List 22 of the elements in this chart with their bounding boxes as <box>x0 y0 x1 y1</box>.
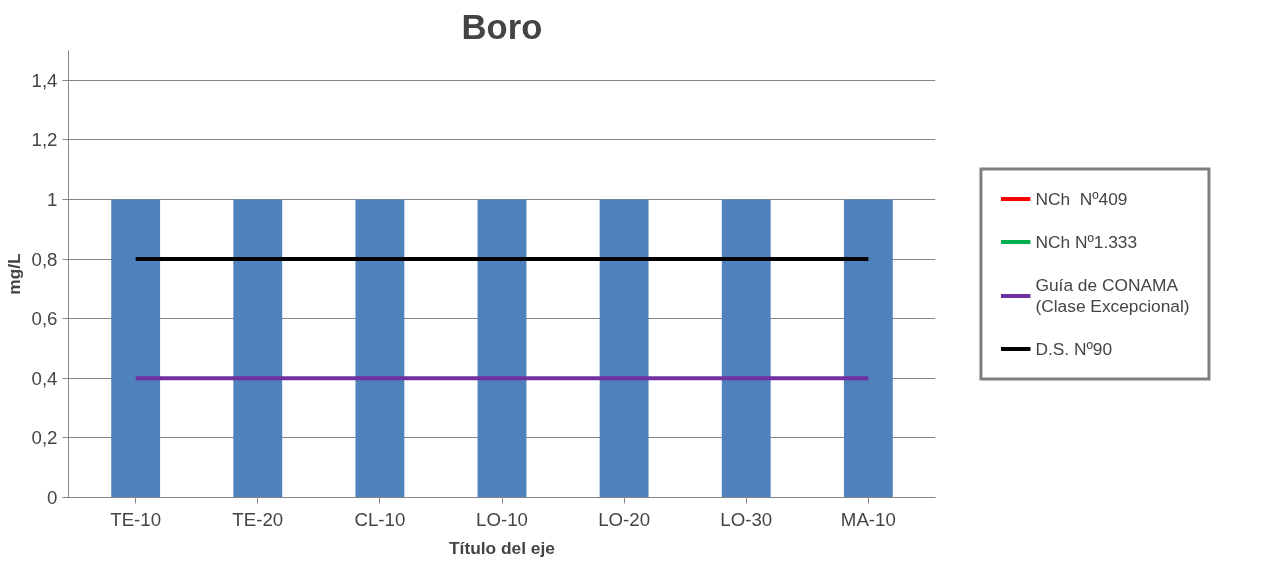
legend-label: D.S. Nº90 <box>1035 338 1113 359</box>
y-tick-label: 0 <box>47 487 58 508</box>
x-tick-label: MA-10 <box>840 508 896 530</box>
y-tick-label: 1,4 <box>31 69 58 91</box>
y-tick-label: 1 <box>47 189 58 210</box>
x-tick-label: TE-20 <box>232 508 284 530</box>
x-tick-label: CL-10 <box>354 508 406 530</box>
x-tick-label: TE-10 <box>110 508 162 530</box>
x-tick-label: LO-10 <box>476 508 528 530</box>
y-tick-label: 1,2 <box>31 129 58 151</box>
x-tick-label: LO-30 <box>720 508 773 530</box>
y-tick-label: 0,6 <box>31 308 58 330</box>
chart-title: Boro <box>461 7 543 46</box>
y-tick-label: 0,4 <box>31 367 58 389</box>
legend-label: NCh Nº409 <box>1035 188 1128 209</box>
y-tick-label: 0,8 <box>31 248 58 270</box>
y-axis-title: mg/L <box>3 252 24 295</box>
x-axis-title: Título del eje <box>449 537 556 558</box>
x-tick-label: LO-20 <box>598 508 651 530</box>
y-tick-label: 0,2 <box>31 427 58 449</box>
legend-label: Guía de CONAMA (Clase Excepcional) <box>1035 274 1190 316</box>
legend-label: NCh Nº1.333 <box>1035 231 1138 252</box>
